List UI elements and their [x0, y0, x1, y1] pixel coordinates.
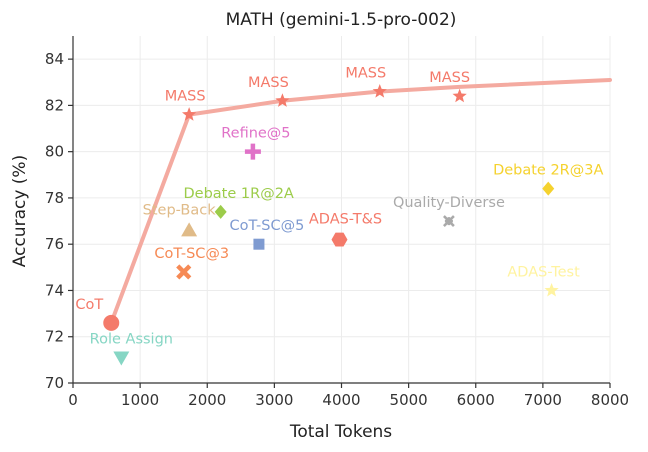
marker-refine-5	[244, 143, 261, 160]
ticks: 0 1000 2000 3000 4000 5000 6000 7000 8000 70 72 74 7…	[45, 50, 629, 409]
point-label: CoT-SC@5	[230, 218, 305, 234]
point-label: Quality-Diverse	[393, 195, 505, 211]
y-tick-label: 72	[45, 328, 64, 346]
marker-adas-t-s	[331, 232, 348, 247]
marker-step-back	[181, 222, 198, 237]
point-label: Step-Back	[143, 202, 217, 218]
frontier-line	[109, 77, 612, 325]
marker-mass	[452, 88, 467, 103]
x-tick-label: 1000	[121, 391, 159, 409]
point-label: CoT-SC@3	[154, 246, 229, 262]
y-tick-label: 76	[45, 235, 64, 253]
point-label: MASS	[165, 89, 206, 105]
y-tick-label: 78	[45, 189, 64, 207]
marker-role-assign	[113, 351, 130, 366]
y-tick-label: 74	[45, 281, 64, 299]
marker-cot-sc-3	[176, 264, 192, 280]
point-label: ADAS-T&S	[309, 212, 382, 228]
point-label: MASS	[248, 75, 289, 91]
point-labels: MASS MASS MASS MASS Refine@5 Debate 2R@3A Deba…	[75, 66, 603, 348]
point-label: ADAS-Test	[507, 264, 580, 280]
y-tick-label: 70	[45, 374, 64, 392]
point-label: MASS	[345, 66, 386, 82]
x-tick-label: 4000	[322, 391, 360, 409]
marker-mass	[275, 93, 290, 107]
marker-cot	[103, 314, 120, 331]
y-axis-label: Accuracy (%)	[10, 155, 30, 267]
marker-adas-test	[544, 282, 559, 297]
point-label: Refine@5	[221, 126, 290, 142]
x-tick-label: 2000	[188, 391, 226, 409]
marker-mass	[181, 107, 197, 121]
marker-debate-2r-3a	[542, 181, 555, 196]
y-tick-label: 84	[45, 50, 64, 68]
point-label: Debate 2R@3A	[493, 163, 603, 179]
x-tick-label: 6000	[457, 391, 495, 409]
x-axis-label: Total Tokens	[289, 422, 392, 442]
x-tick-label: 8000	[591, 391, 629, 409]
y-tick-label: 80	[45, 143, 64, 161]
pareto-frontier	[109, 77, 612, 325]
marker-debate-1r-2a	[214, 204, 227, 219]
point-label: MASS	[429, 70, 470, 86]
marker-cot-sc-5	[253, 238, 265, 250]
point-label: Debate 1R@2A	[184, 186, 294, 202]
point-label: Role Assign	[90, 332, 173, 348]
point-label: CoT	[75, 297, 103, 313]
x-tick-label: 3000	[255, 391, 293, 409]
x-tick-label: 7000	[524, 391, 562, 409]
y-tick-label: 82	[45, 96, 64, 114]
marker-mass	[372, 84, 387, 98]
markers	[103, 84, 559, 366]
x-tick-label: 5000	[390, 391, 428, 409]
x-tick-label: 0	[68, 391, 78, 409]
marker-quality-diverse	[443, 215, 455, 227]
chart-title: MATH (gemini-1.5-pro-002)	[226, 10, 457, 30]
